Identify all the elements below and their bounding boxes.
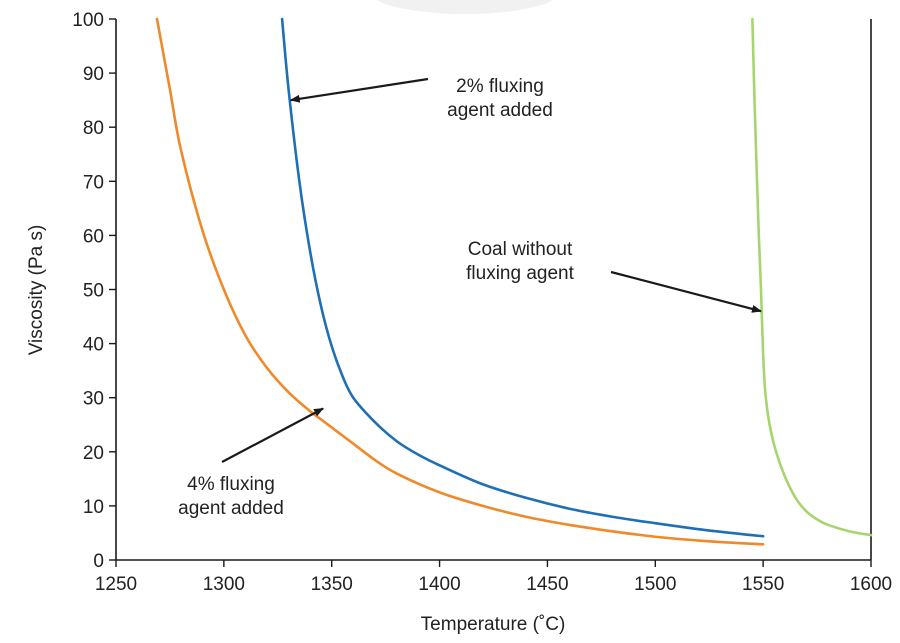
y-tick-label: 0 xyxy=(93,551,104,572)
annotation-text: 2% fluxing agent added xyxy=(447,76,553,121)
y-tick-label: 50 xyxy=(83,281,104,302)
annotation-arrow xyxy=(289,77,429,103)
series-layer xyxy=(155,17,873,546)
ticks: 0 10 20 30 40 50 60 70 80 90 100 1250 1300 1350 1400 14… xyxy=(72,10,892,595)
y-tick-label: 40 xyxy=(83,335,104,356)
y-axis-title: Viscosity (Pa s) xyxy=(26,225,47,356)
annotation-arrow xyxy=(610,270,762,313)
annotation-text: Coal without fluxing agent xyxy=(466,239,574,284)
x-tick-label: 1400 xyxy=(418,574,460,595)
annotation-arrow xyxy=(221,407,324,463)
annotation-4pct: 4% fluxing agent added xyxy=(178,407,324,519)
x-tick-label: 1300 xyxy=(203,574,245,595)
y-tick-label: 30 xyxy=(83,389,104,410)
annotation-layer: 2% fluxing agent added Coal without fluxing… xyxy=(178,76,762,519)
x-axis-title: Temperature (˚C) xyxy=(421,614,566,635)
y-tick-label: 20 xyxy=(83,443,104,464)
series-line-2pct xyxy=(280,17,765,538)
series-line-4pct xyxy=(155,17,765,546)
y-tick-label: 90 xyxy=(83,64,104,85)
annotation-2pct: 2% fluxing agent added xyxy=(289,76,553,121)
x-tick-label: 1600 xyxy=(850,574,892,595)
x-tick-label: 1550 xyxy=(742,574,784,595)
y-tick-label: 70 xyxy=(83,172,104,193)
y-tick-label: 10 xyxy=(83,497,104,518)
background-blob xyxy=(376,0,554,14)
series-line-no-flux xyxy=(751,17,873,537)
annotation-no-flux: Coal without fluxing agent xyxy=(466,239,762,313)
y-tick-label: 60 xyxy=(83,226,104,247)
x-tick-label: 1500 xyxy=(634,574,676,595)
y-tick-label: 100 xyxy=(72,10,104,31)
x-tick-label: 1250 xyxy=(95,574,137,595)
x-tick-label: 1450 xyxy=(526,574,568,595)
annotation-text: 4% fluxing agent added xyxy=(178,474,284,519)
x-tick-label: 1350 xyxy=(311,574,353,595)
y-tick-label: 80 xyxy=(83,118,104,139)
